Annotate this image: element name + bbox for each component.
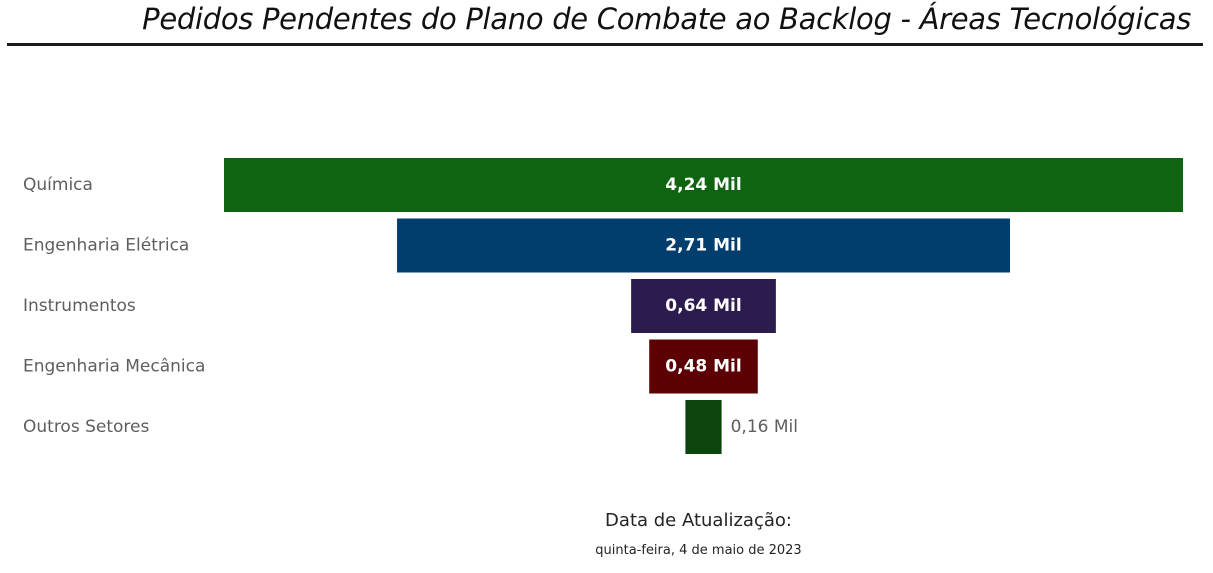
category-label-stage-5: Outros Setores [23,417,149,437]
value-label-stage-2: 2,71 Mil [665,236,741,256]
value-label-stage-5: 0,16 Mil [731,417,798,437]
category-label-stage-4: Engenharia Mecânica [23,357,205,377]
funnel-bar-stage-5[interactable] [685,400,722,454]
value-label-stage-1: 4,24 Mil [665,175,741,195]
update-date: quinta-feira, 4 de maio de 2023 [595,543,802,558]
title-divider [7,43,1203,46]
value-label-stage-4: 0,48 Mil [665,357,741,377]
funnel-bar-stage-1[interactable] [224,158,1183,212]
report-title: Pedidos Pendentes do Plano de Combate ao… [142,2,1191,36]
update-label: Data de Atualização: [605,510,792,531]
value-label-stage-3: 0,64 Mil [665,296,741,316]
funnel-bar-stage-3[interactable] [631,279,776,333]
funnel-bar-stage-2[interactable] [397,218,1010,273]
category-label-stage-3: Instrumentos [23,296,136,316]
category-label-stage-2: Engenharia Elétrica [23,236,189,256]
category-label-stage-1: Química [23,175,93,195]
funnel-bar-stage-4[interactable] [649,339,758,394]
